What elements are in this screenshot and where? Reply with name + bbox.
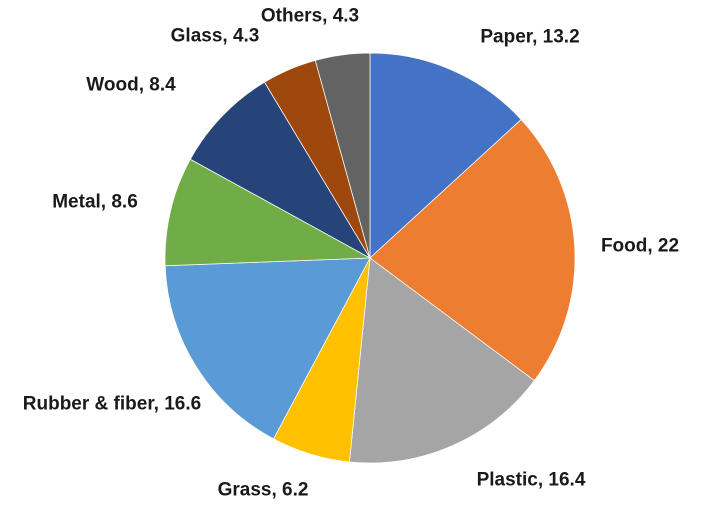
pie-slice-metal (164, 158, 372, 267)
slice-label-plastic: Plastic, 16.4 (476, 469, 586, 491)
pie-slice-rubber-fiber (164, 257, 371, 440)
slice-label-glass: Glass, 4.3 (170, 25, 260, 47)
slice-label-others: Others, 4.3 (260, 5, 360, 27)
slice-label-rubber-fiber: Rubber & fiber, 16.6 (22, 393, 202, 415)
pie-slice-plastic (349, 257, 535, 464)
pie-slice-food (369, 119, 576, 382)
slice-label-metal: Metal, 8.6 (52, 191, 138, 213)
pie-slice-others (314, 52, 371, 259)
pie-slice-wood (189, 81, 372, 259)
pie-slice-paper (369, 52, 522, 259)
slice-label-food: Food, 22 (600, 235, 680, 257)
slice-label-paper: Paper, 13.2 (480, 26, 580, 48)
slice-label-wood: Wood, 8.4 (86, 74, 176, 96)
slice-label-grass: Grass, 6.2 (217, 479, 309, 501)
